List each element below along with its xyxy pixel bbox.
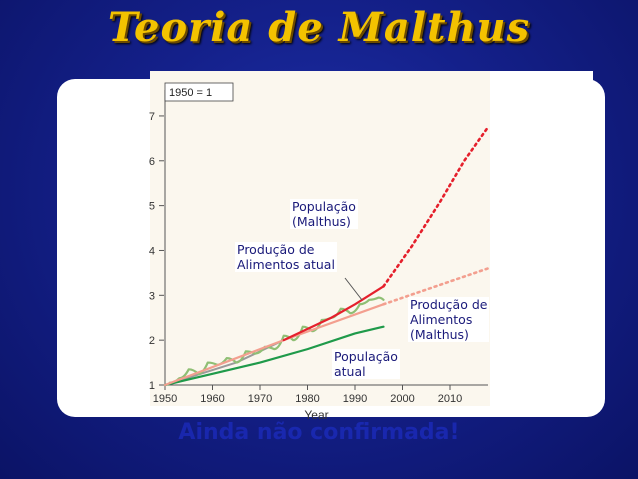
y-tick-label-3: 3 [149,290,155,302]
baseline-note: 1950 = 1 [169,87,212,99]
series-line-5 [382,125,490,288]
y-tick-label-1: 1 [149,380,155,392]
chart-mask-2 [590,298,598,350]
x-tick-label-1950: 1950 [153,393,177,405]
x-tick-label-2010: 2010 [438,393,462,405]
series-line-0 [168,296,385,384]
chart-mask [490,71,593,408]
chart-inset [150,71,490,406]
label-food-malthus: Produção de Alimentos (Malthus) [408,297,490,342]
series-line-3 [382,267,490,306]
x-tick-label-1980: 1980 [295,393,319,405]
slide-title: Teoria de Malthus [107,4,531,51]
x-axis-label: Year [304,408,328,422]
y-tick-label-4: 4 [149,245,155,257]
x-tick-label-1970: 1970 [248,393,272,405]
baseline-note-box [164,82,234,102]
y-tick-label-6: 6 [149,156,155,168]
chart-axes: 1 2 3 4 5 6 7 1950 1960 1970 1980 1990 2000 2010 Year 1… [149,82,488,422]
y-tick-label-7: 7 [149,111,155,123]
x-tick-label-1960: 1960 [200,393,224,405]
series-line-4 [282,285,385,342]
chart-lines [163,125,490,387]
y-tick-label-2: 2 [149,335,155,347]
x-tick-label-2000: 2000 [390,393,414,405]
label-pop-malthus: População (Malthus) [290,199,358,229]
label-pop-actual: População atual [332,349,400,379]
label-food-actual: Produção de Alimentos atual [235,242,337,272]
x-tick-label-1990: 1990 [343,393,367,405]
label-leader-line [344,277,363,301]
y-tick-label-5: 5 [149,201,155,213]
slide-footer: Ainda não confirmada! [178,420,460,445]
series-line-1 [163,325,385,387]
